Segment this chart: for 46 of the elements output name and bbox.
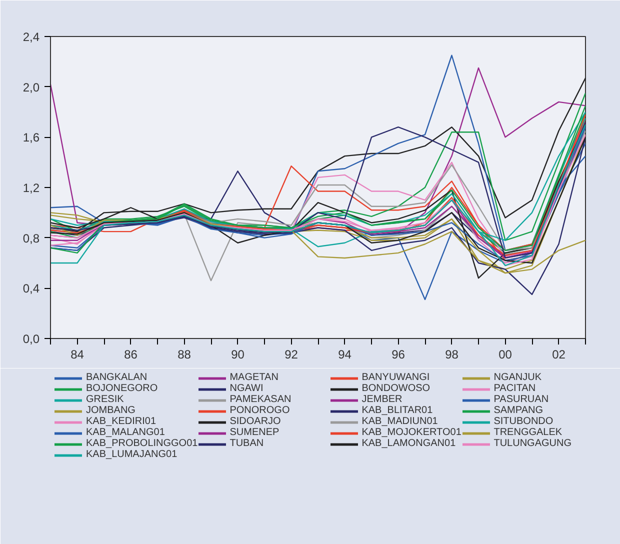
y-tick-label: 2,0: [22, 80, 40, 94]
x-tick-label: 98: [445, 348, 459, 362]
legend-label: PACITAN: [494, 383, 537, 394]
y-tick-label: 1,6: [22, 130, 40, 145]
legend-label: NGAWI: [230, 383, 264, 394]
y-tick-label: 0,4: [22, 282, 40, 296]
legend-label: JOMBANG: [86, 405, 136, 416]
legend-label: BONDOWOSO: [362, 383, 432, 394]
legend-label: TUBAN: [230, 438, 265, 449]
legend-label: BOJONEGORO: [86, 383, 159, 394]
y-tick-label: 0,8: [22, 231, 40, 246]
x-tick-label: 90: [231, 348, 245, 362]
x-tick-label: 00: [498, 348, 512, 362]
legend-label: BANYUWANGI: [362, 372, 431, 383]
legend-label: PASURUAN: [494, 394, 550, 405]
x-tick-label: 88: [178, 348, 192, 362]
legend-label: KAB_MOJOKERTO01: [362, 427, 462, 438]
legend-label: PAMEKASAN: [230, 394, 292, 405]
x-tick-label: 84: [70, 348, 84, 362]
legend-label: KAB_MALANG01: [86, 427, 166, 438]
x-tick-label: 94: [338, 348, 352, 362]
legend-label: KAB_LAMONGAN01: [362, 438, 457, 449]
legend-label: MAGETAN: [230, 372, 280, 383]
y-tick-label: 0,0: [22, 332, 40, 346]
y-tick-label: 1,2: [22, 181, 40, 195]
x-tick-label: 92: [284, 348, 298, 362]
legend-label: KAB_KEDIRI01: [86, 416, 158, 427]
legend-label: TULUNGAGUNG: [494, 438, 573, 449]
legend-label: BANGKALAN: [86, 372, 148, 383]
legend-label: KAB_PROBOLINGGO01: [86, 438, 198, 449]
legend-label: KAB_MADIUN01: [362, 416, 439, 427]
x-tick-label: 86: [124, 348, 138, 362]
x-tick-label: 96: [392, 348, 406, 362]
legend-label: SITUBONDO: [494, 416, 554, 427]
legend-label: GRESIK: [86, 394, 125, 405]
legend-label: SIDOARJO: [230, 416, 282, 427]
legend-label: KAB_BLITAR01: [362, 405, 434, 416]
legend-label: JEMBER: [362, 394, 404, 405]
y-tick-label: 2,4: [22, 30, 40, 44]
legend-label: PONOROGO: [230, 405, 291, 416]
x-tick-label: 02: [552, 348, 566, 362]
legend-label: TRENGGALEK: [494, 427, 564, 438]
legend-label: NGANJUK: [494, 372, 543, 383]
legend-label: SUMENEP: [230, 427, 280, 438]
legend-label: SAMPANG: [494, 405, 544, 416]
legend-label: KAB_LUMAJANG01: [86, 449, 178, 460]
